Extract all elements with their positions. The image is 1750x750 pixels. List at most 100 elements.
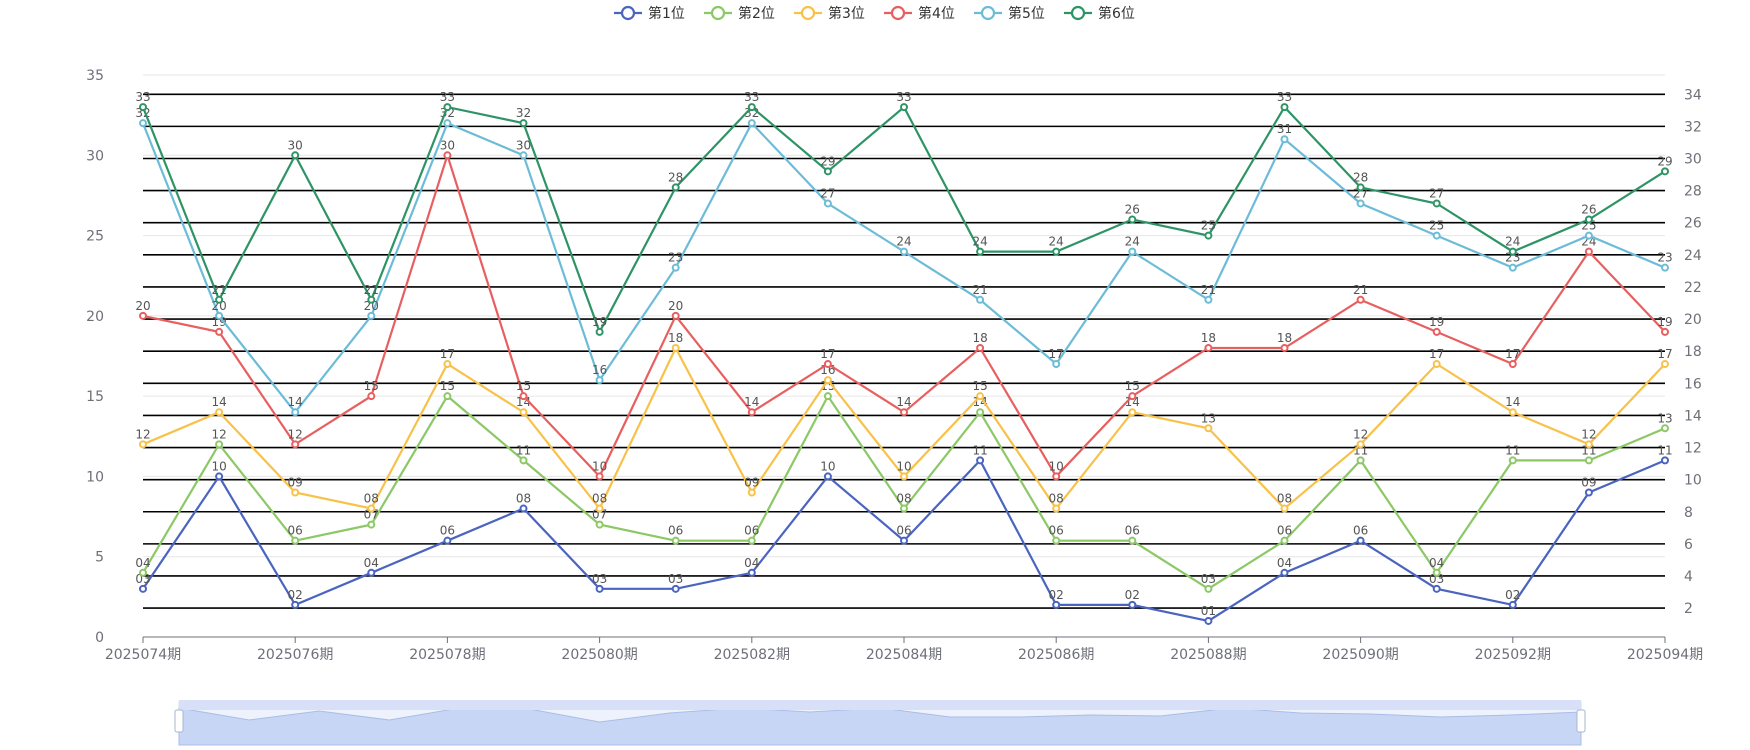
data-label: 17 <box>440 347 455 361</box>
data-label: 08 <box>364 492 379 506</box>
data-label: 14 <box>211 395 226 409</box>
data-label: 28 <box>1353 170 1368 184</box>
data-label: 33 <box>744 90 759 104</box>
data-point <box>747 408 756 417</box>
data-label: 10 <box>896 459 911 473</box>
data-point <box>1661 167 1669 176</box>
data-label: 15 <box>516 379 531 393</box>
data-point <box>747 536 756 545</box>
data-point <box>671 183 680 192</box>
data-point <box>1508 263 1517 272</box>
data-point <box>519 392 528 401</box>
zoom-handle-left[interactable] <box>174 709 184 733</box>
zoom-handle-right[interactable] <box>1576 709 1586 733</box>
data-label: 14 <box>1505 395 1520 409</box>
data-label: 12 <box>1353 427 1368 441</box>
data-point <box>1128 600 1137 609</box>
data-label: 02 <box>1125 588 1140 602</box>
data-point <box>291 408 300 417</box>
y-tick-label-right: 4 <box>1684 569 1693 585</box>
y-tick-label-right: 26 <box>1684 216 1702 232</box>
y-axis-left: 0 5 10 15 20 25 30 35 <box>86 68 104 646</box>
data-point <box>823 376 832 385</box>
series-line <box>142 345 1666 511</box>
legend-label: 第6位 <box>1098 5 1135 22</box>
legend-marker <box>710 5 726 21</box>
legend-item[interactable]: 第6位 <box>1064 5 1135 22</box>
data-label: 25 <box>1429 219 1444 233</box>
data-point <box>367 568 376 577</box>
data-label: 06 <box>896 524 911 538</box>
y-tick-label-left: 5 <box>95 550 104 566</box>
zoom-selection-bar <box>179 700 1581 710</box>
data-label: 17 <box>1657 347 1672 361</box>
legend-item[interactable]: 第4位 <box>884 5 955 22</box>
data-label: 23 <box>1657 251 1672 265</box>
data-label: 03 <box>1429 572 1444 586</box>
data-point <box>976 408 985 417</box>
data-label: 12 <box>211 427 226 441</box>
legend-item[interactable]: 第3位 <box>794 5 865 22</box>
data-point <box>519 151 528 160</box>
data-point <box>823 472 832 481</box>
data-point <box>443 360 452 369</box>
y-tick-label-right: 34 <box>1684 87 1702 103</box>
data-label: 06 <box>1125 524 1140 538</box>
y-tick-label-right: 24 <box>1684 248 1702 264</box>
data-point <box>1204 424 1213 433</box>
data-label: 08 <box>896 492 911 506</box>
data-label: 04 <box>364 556 379 570</box>
data-point <box>1432 360 1441 369</box>
data-point <box>1661 327 1669 336</box>
data-label: 18 <box>668 331 683 345</box>
y-tick-label-left: 30 <box>86 148 104 164</box>
data-zoom-slider[interactable] <box>174 700 1586 746</box>
legend-item[interactable]: 第5位 <box>974 5 1045 22</box>
data-label: 08 <box>1277 492 1292 506</box>
data-point <box>291 536 300 545</box>
data-point <box>1128 536 1137 545</box>
y-tick-label-right: 22 <box>1684 280 1702 296</box>
data-point <box>367 311 376 320</box>
data-label: 27 <box>1353 186 1368 200</box>
data-point <box>900 247 908 256</box>
data-point <box>1584 488 1593 497</box>
data-point <box>1356 536 1365 545</box>
data-label: 20 <box>211 299 226 313</box>
data-point <box>595 520 604 529</box>
y-tick-label-right: 14 <box>1684 408 1702 424</box>
data-label: 10 <box>592 459 607 473</box>
data-label: 10 <box>820 459 835 473</box>
data-point <box>443 392 452 401</box>
legend-item[interactable]: 第1位 <box>614 5 685 22</box>
zoom-preview-area <box>178 707 1582 746</box>
data-label: 03 <box>135 572 150 586</box>
data-point <box>139 119 147 128</box>
data-label: 06 <box>1049 524 1064 538</box>
y-tick-label-left: 20 <box>86 309 104 325</box>
data-point <box>1280 536 1289 545</box>
data-point <box>1432 327 1441 336</box>
data-label: 09 <box>1581 475 1596 489</box>
x-tick-label: 2025078期 <box>409 647 485 663</box>
data-label: 16 <box>592 363 607 377</box>
data-label: 29 <box>1657 154 1672 168</box>
data-point <box>443 151 452 160</box>
y-tick-label-right: 18 <box>1684 344 1702 360</box>
data-label: 12 <box>1581 427 1596 441</box>
data-label: 02 <box>1505 588 1520 602</box>
data-label: 27 <box>1429 186 1444 200</box>
chart-legend[interactable]: 第1位 第2位 第3位 第4位 第5位 第6位 <box>614 5 1135 22</box>
data-label: 14 <box>288 395 303 409</box>
data-label: 32 <box>516 106 531 120</box>
data-label: 17 <box>1429 347 1444 361</box>
data-label: 15 <box>972 379 987 393</box>
data-label: 30 <box>516 138 531 152</box>
data-label: 20 <box>364 299 379 313</box>
legend-item[interactable]: 第2位 <box>704 5 775 22</box>
data-label: 21 <box>1353 283 1368 297</box>
data-point <box>1584 215 1593 224</box>
data-label: 33 <box>135 90 150 104</box>
legend-marker <box>800 5 816 21</box>
data-label: 03 <box>1201 572 1216 586</box>
